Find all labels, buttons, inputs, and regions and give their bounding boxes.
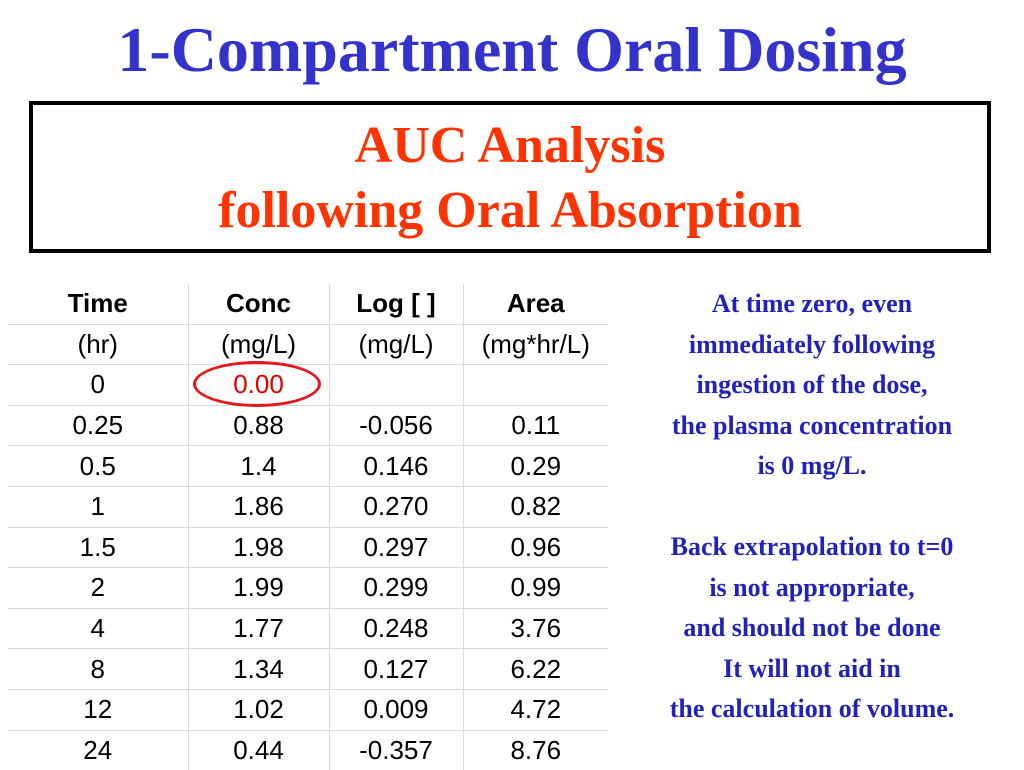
cell-conc: 0.88	[187, 404, 329, 446]
cell-time: 1	[8, 485, 188, 528]
conc-zero-value: 0.00	[233, 369, 284, 400]
cell-time: 24	[8, 729, 188, 770]
note-line: and should not be done	[683, 613, 941, 642]
subtitle-box: AUC Analysis following Oral Absorption	[29, 101, 991, 253]
note-line: immediately following	[688, 329, 936, 359]
unit-conc: (mg/L)	[187, 323, 329, 365]
cell-conc: 1.98	[187, 526, 329, 568]
table-row: 2 1.99 0.299 0.99	[8, 567, 608, 609]
cell-log: 0.248	[328, 607, 463, 649]
cell-conc: 1.4	[187, 445, 329, 487]
cell-log: -0.056	[328, 404, 463, 446]
cell-time: 0.5	[8, 445, 188, 487]
slide-title: 1-Compartment Oral Dosing	[117, 14, 907, 85]
cell-area: 0.99	[462, 567, 608, 609]
cell-conc: 1.99	[187, 567, 329, 609]
note-line: the plasma concentration	[671, 410, 953, 440]
table-row: 24 0.44 -0.357 8.76	[8, 729, 608, 770]
table-units-row: (hr) (mg/L) (mg/L) (mg*hr/L)	[8, 323, 608, 365]
pk-data-table: Time Conc Log [ ] Area (hr) (mg/L) (mg/L…	[8, 284, 608, 770]
table-row: 8 1.34 0.127 6.22	[8, 648, 608, 690]
cell-time: 8	[8, 648, 188, 690]
unit-area: (mg*hr/L)	[462, 323, 608, 365]
cell-area: 3.76	[462, 607, 608, 649]
subtitle-line-2: following Oral Absorption	[218, 182, 802, 239]
cell-time: 1.5	[8, 526, 188, 568]
cell-area	[462, 364, 608, 406]
cell-conc-highlighted: 0.00	[187, 361, 329, 408]
note-line: the calculation of volume.	[669, 694, 955, 723]
cell-area: 8.76	[462, 729, 608, 770]
note-line: is not appropriate,	[709, 572, 915, 602]
cell-log: -0.357	[328, 729, 463, 770]
subtitle-line-1: AUC Analysis	[354, 117, 666, 174]
cell-log: 0.297	[328, 526, 463, 568]
table-header-row: Time Conc Log [ ] Area	[8, 284, 608, 325]
cell-conc: 1.86	[187, 485, 329, 528]
cell-time: 0.25	[8, 404, 188, 446]
cell-area: 0.29	[462, 445, 608, 487]
cell-conc: 1.77	[187, 607, 329, 649]
header-log: Log [ ]	[328, 284, 463, 325]
cell-time: 12	[8, 688, 188, 731]
cell-conc: 1.34	[187, 648, 329, 690]
table-row: 12 1.02 0.009 4.72	[8, 688, 608, 731]
unit-log: (mg/L)	[328, 323, 463, 365]
table-row: 1.5 1.98 0.297 0.96	[8, 526, 608, 568]
note-line: ingestion of the dose,	[696, 370, 928, 399]
header-area: Area	[462, 284, 608, 325]
table-row: 0 0.00	[8, 361, 608, 408]
explanation-notes: At time zero, even immediately following…	[612, 284, 1012, 730]
cell-area: 0.96	[462, 526, 608, 568]
cell-area: 0.82	[462, 485, 608, 528]
cell-log: 0.127	[328, 648, 463, 690]
unit-time: (hr)	[8, 323, 188, 365]
note-line: is 0 mg/L.	[757, 451, 867, 480]
cell-time: 4	[8, 607, 188, 649]
cell-area: 4.72	[462, 688, 608, 731]
table-row: 1 1.86 0.270 0.82	[8, 485, 608, 528]
cell-conc: 0.44	[187, 729, 329, 770]
table-row: 4 1.77 0.248 3.76	[8, 607, 608, 649]
header-time: Time	[67, 288, 128, 319]
cell-time: 2	[8, 567, 188, 609]
note-line: At time zero, even	[711, 289, 913, 318]
cell-log	[328, 364, 463, 406]
table-row: 0.25 0.88 -0.056 0.11	[8, 404, 608, 446]
cell-log: 0.299	[328, 567, 463, 609]
note-line: Back extrapolation to t=0	[670, 532, 954, 561]
cell-time: 0	[8, 364, 188, 406]
cell-log: 0.146	[328, 445, 463, 487]
cell-conc: 1.02	[187, 688, 329, 731]
cell-area: 6.22	[462, 648, 608, 690]
paragraph-gap	[612, 487, 1012, 528]
note-line: It will not aid in	[723, 653, 901, 683]
cell-log: 0.270	[328, 485, 463, 528]
table-row: 0.5 1.4 0.146 0.29	[8, 445, 608, 487]
cell-log: 0.009	[328, 688, 463, 731]
header-conc: Conc	[187, 284, 329, 325]
cell-area: 0.11	[462, 404, 608, 446]
